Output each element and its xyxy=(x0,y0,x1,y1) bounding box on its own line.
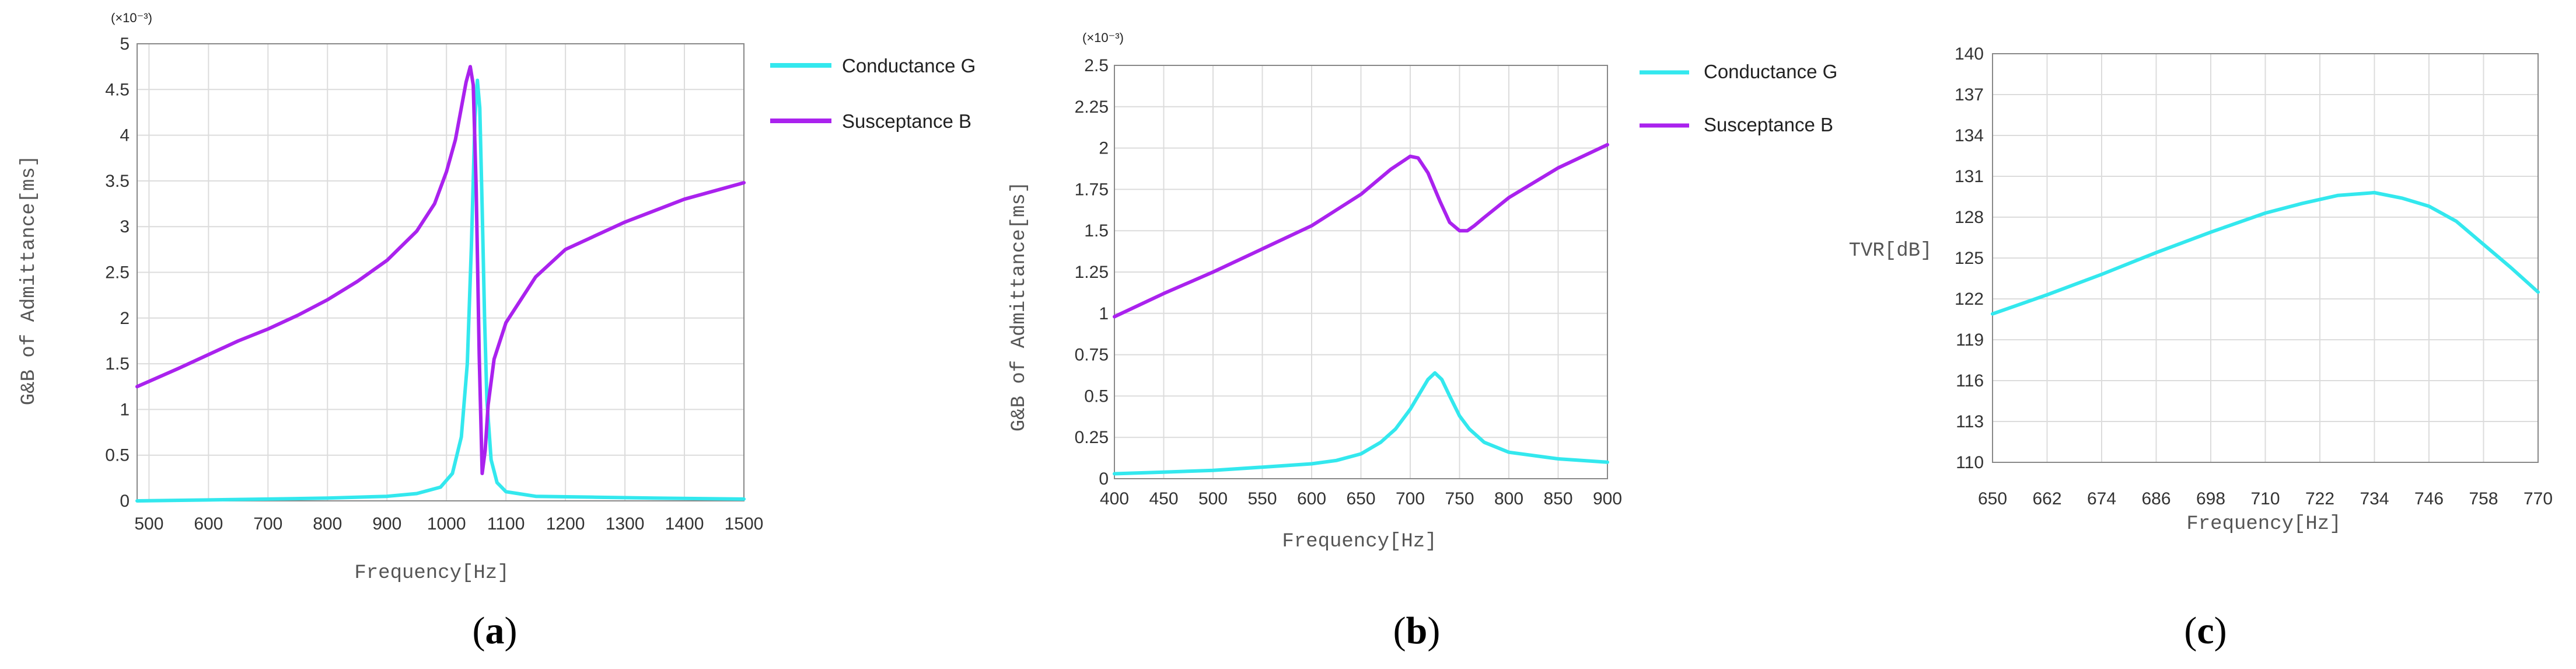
chart-b-y-tick-label: 1.25 xyxy=(1075,263,1109,282)
chart-c-x-tick-label: 674 xyxy=(2087,489,2116,508)
chart-b-frame xyxy=(1114,65,1608,479)
chart-b-x-tick-label: 800 xyxy=(1494,489,1523,508)
chart-b-plot-area: 0 0.25 0.5 0.75 1 1.25 1.5 1.75 2 2.25 2.5 400 450 50… xyxy=(1075,56,1622,508)
chart-a-legend-label-conductance: Conductance G xyxy=(842,55,976,76)
chart-a-x-tick-label: 1200 xyxy=(546,514,585,534)
chart-a-x-axis-label: Frequency[Hz] xyxy=(354,562,509,584)
chart-b-x-tick-label: 450 xyxy=(1149,489,1178,508)
chart-a-x-tick-label: 700 xyxy=(253,514,282,534)
chart-a-series-line-susceptance-b xyxy=(135,65,746,475)
chart-c-x-tick-label: 758 xyxy=(2469,489,2498,508)
chart-c-frame xyxy=(1992,53,2539,463)
chart-a-multiplier: (×10⁻³) xyxy=(111,11,152,25)
chart-a-y-tick-label: 5 xyxy=(120,34,130,54)
chart-c-x-axis-label: Frequency[Hz] xyxy=(2186,513,2341,535)
chart-b-x-tick-label: 700 xyxy=(1396,489,1425,508)
chart-a-y-tick-label: 0.5 xyxy=(105,446,130,465)
chart-b-x-tick-label: 400 xyxy=(1100,489,1129,508)
chart-c-x-tick-label: 746 xyxy=(2414,489,2444,508)
chart-c-x-tick-label: 734 xyxy=(2360,489,2389,508)
chart-c-x-tick-label: 770 xyxy=(2523,489,2553,508)
chart-c-y-tick-label: 125 xyxy=(1955,249,1984,268)
chart-b-multiplier: (×10⁻³) xyxy=(1082,30,1124,45)
chart-a-x-tick-label: 1400 xyxy=(665,514,704,534)
chart-b-y-tick-label: 2.25 xyxy=(1075,97,1109,117)
chart-c-series-line-tvr xyxy=(1991,191,2540,316)
chart-c-y-axis-label: TVR[dB] xyxy=(1849,240,1932,262)
chart-a-x-tick-label: 1500 xyxy=(725,514,764,534)
chart-a-x-tick-label: 800 xyxy=(313,514,342,534)
chart-b-y-tick-label: 2 xyxy=(1099,139,1109,158)
chart-b-x-axis-label: Frequency[Hz] xyxy=(1282,531,1436,553)
chart-b-x-tick-label: 500 xyxy=(1198,489,1228,508)
chart-b-series-line-susceptance-b xyxy=(1113,142,1609,319)
chart-c-y-tick-label: 128 xyxy=(1955,208,1984,227)
chart-b-y-tick-label: 0.25 xyxy=(1075,428,1109,447)
chart-a-y-tick-label: 4.5 xyxy=(105,80,130,99)
chart-b-y-tick-label: 2.5 xyxy=(1084,56,1109,75)
chart-b-x-tick-label: 550 xyxy=(1247,489,1277,508)
chart-b-legend-label-conductance: Conductance G xyxy=(1704,61,1837,82)
chart-c-y-tick-label: 134 xyxy=(1955,126,1984,145)
chart-a-y-axis-label: G&B of Admittance[ms] xyxy=(18,155,40,405)
chart-c-x-tick-label: 722 xyxy=(2305,489,2334,508)
chart-c-x-tick-label: 650 xyxy=(1978,489,2007,508)
chart-a-y-tick-label: 2.5 xyxy=(105,263,130,283)
chart-c-plot-area: 110 113 116 119 122 125 128 131 134 137 140 650 662 6… xyxy=(1955,44,2553,508)
chart-c-y-tick-label: 110 xyxy=(1956,453,1984,472)
chart-b-y-tick-label: 0.5 xyxy=(1084,386,1109,406)
chart-a-y-tick-label: 1 xyxy=(120,400,130,419)
chart-a-y-tick-label: 4 xyxy=(120,126,130,145)
chart-c-y-tick-label: 116 xyxy=(1956,371,1984,391)
chart-c-x-tick-label: 662 xyxy=(2032,489,2061,508)
chart-a-x-tick-label: 1000 xyxy=(427,514,466,534)
chart-c-x-tick-label: 686 xyxy=(2141,489,2170,508)
chart-b-y-tick-label: 1 xyxy=(1099,304,1109,323)
chart-b-legend-label-susceptance: Susceptance B xyxy=(1704,114,1833,135)
chart-c-y-tick-label: 113 xyxy=(1956,412,1984,431)
chart-b-x-tick-label: 900 xyxy=(1593,489,1622,508)
chart-b-x-tick-label: 650 xyxy=(1346,489,1375,508)
chart-c-y-tick-label: 119 xyxy=(1956,330,1984,350)
chart-b-caption: (b) xyxy=(1393,609,1441,652)
chart-b-y-tick-label: 0.75 xyxy=(1075,346,1109,365)
chart-a-x-tick-label: 1300 xyxy=(606,514,645,534)
chart-c-y-tick-label: 122 xyxy=(1955,290,1984,309)
chart-a-legend-label-susceptance: Susceptance B xyxy=(842,110,971,132)
chart-a-series-line-conductance-g xyxy=(135,78,746,503)
chart-a-x-tick-label: 600 xyxy=(194,514,223,534)
chart-b-y-tick-label: 1.5 xyxy=(1084,221,1109,241)
chart-b-series-line-conductance-g xyxy=(1113,371,1609,476)
chart-b-legend: Conductance G Susceptance B xyxy=(1640,61,1837,135)
chart-c-y-tick-label: 131 xyxy=(1955,167,1984,186)
chart-c-y-tick-label: 140 xyxy=(1955,44,1984,64)
chart-b-y-axis-label: G&B of Admittance[ms] xyxy=(1008,182,1030,431)
chart-a-legend: Conductance G Susceptance B xyxy=(770,55,976,132)
chart-b-x-tick-label: 750 xyxy=(1445,489,1474,508)
chart-a-y-tick-label: 2 xyxy=(120,309,130,328)
chart-b: (×10⁻³) G&B of Admittance[ms] Frequency[… xyxy=(1008,30,1837,652)
chart-c-y-tick-label: 137 xyxy=(1955,85,1984,104)
chart-c-caption: (c) xyxy=(2184,609,2227,652)
chart-a-y-tick-label: 1.5 xyxy=(105,354,130,374)
chart-a-caption: (a) xyxy=(473,609,518,652)
chart-a: (×10⁻³) G&B of Admittance[ms] Frequency[… xyxy=(18,11,976,652)
chart-a-frame xyxy=(137,43,745,501)
chart-a-x-tick-label: 1100 xyxy=(487,514,525,534)
chart-c: TVR[dB] Frequency[Hz] (c) xyxy=(1849,240,2341,652)
chart-a-y-tick-label: 3 xyxy=(120,217,130,236)
chart-c-x-tick-label: 698 xyxy=(2196,489,2225,508)
chart-a-plot-area: 0 0.5 1 1.5 2 2.5 3 3.5 4 4.5 5 500 600 700 800 900 1000… xyxy=(105,34,763,534)
chart-a-x-tick-label: 900 xyxy=(372,514,401,534)
chart-a-y-tick-label: 0 xyxy=(120,492,130,511)
chart-b-x-tick-label: 850 xyxy=(1543,489,1572,508)
chart-c-x-tick-label: 710 xyxy=(2250,489,2280,508)
chart-b-y-tick-label: 0 xyxy=(1099,469,1109,489)
chart-b-y-tick-label: 1.75 xyxy=(1075,180,1109,199)
chart-b-x-tick-label: 600 xyxy=(1297,489,1326,508)
chart-a-x-tick-label: 500 xyxy=(134,514,163,534)
chart-a-y-tick-label: 3.5 xyxy=(105,172,130,191)
